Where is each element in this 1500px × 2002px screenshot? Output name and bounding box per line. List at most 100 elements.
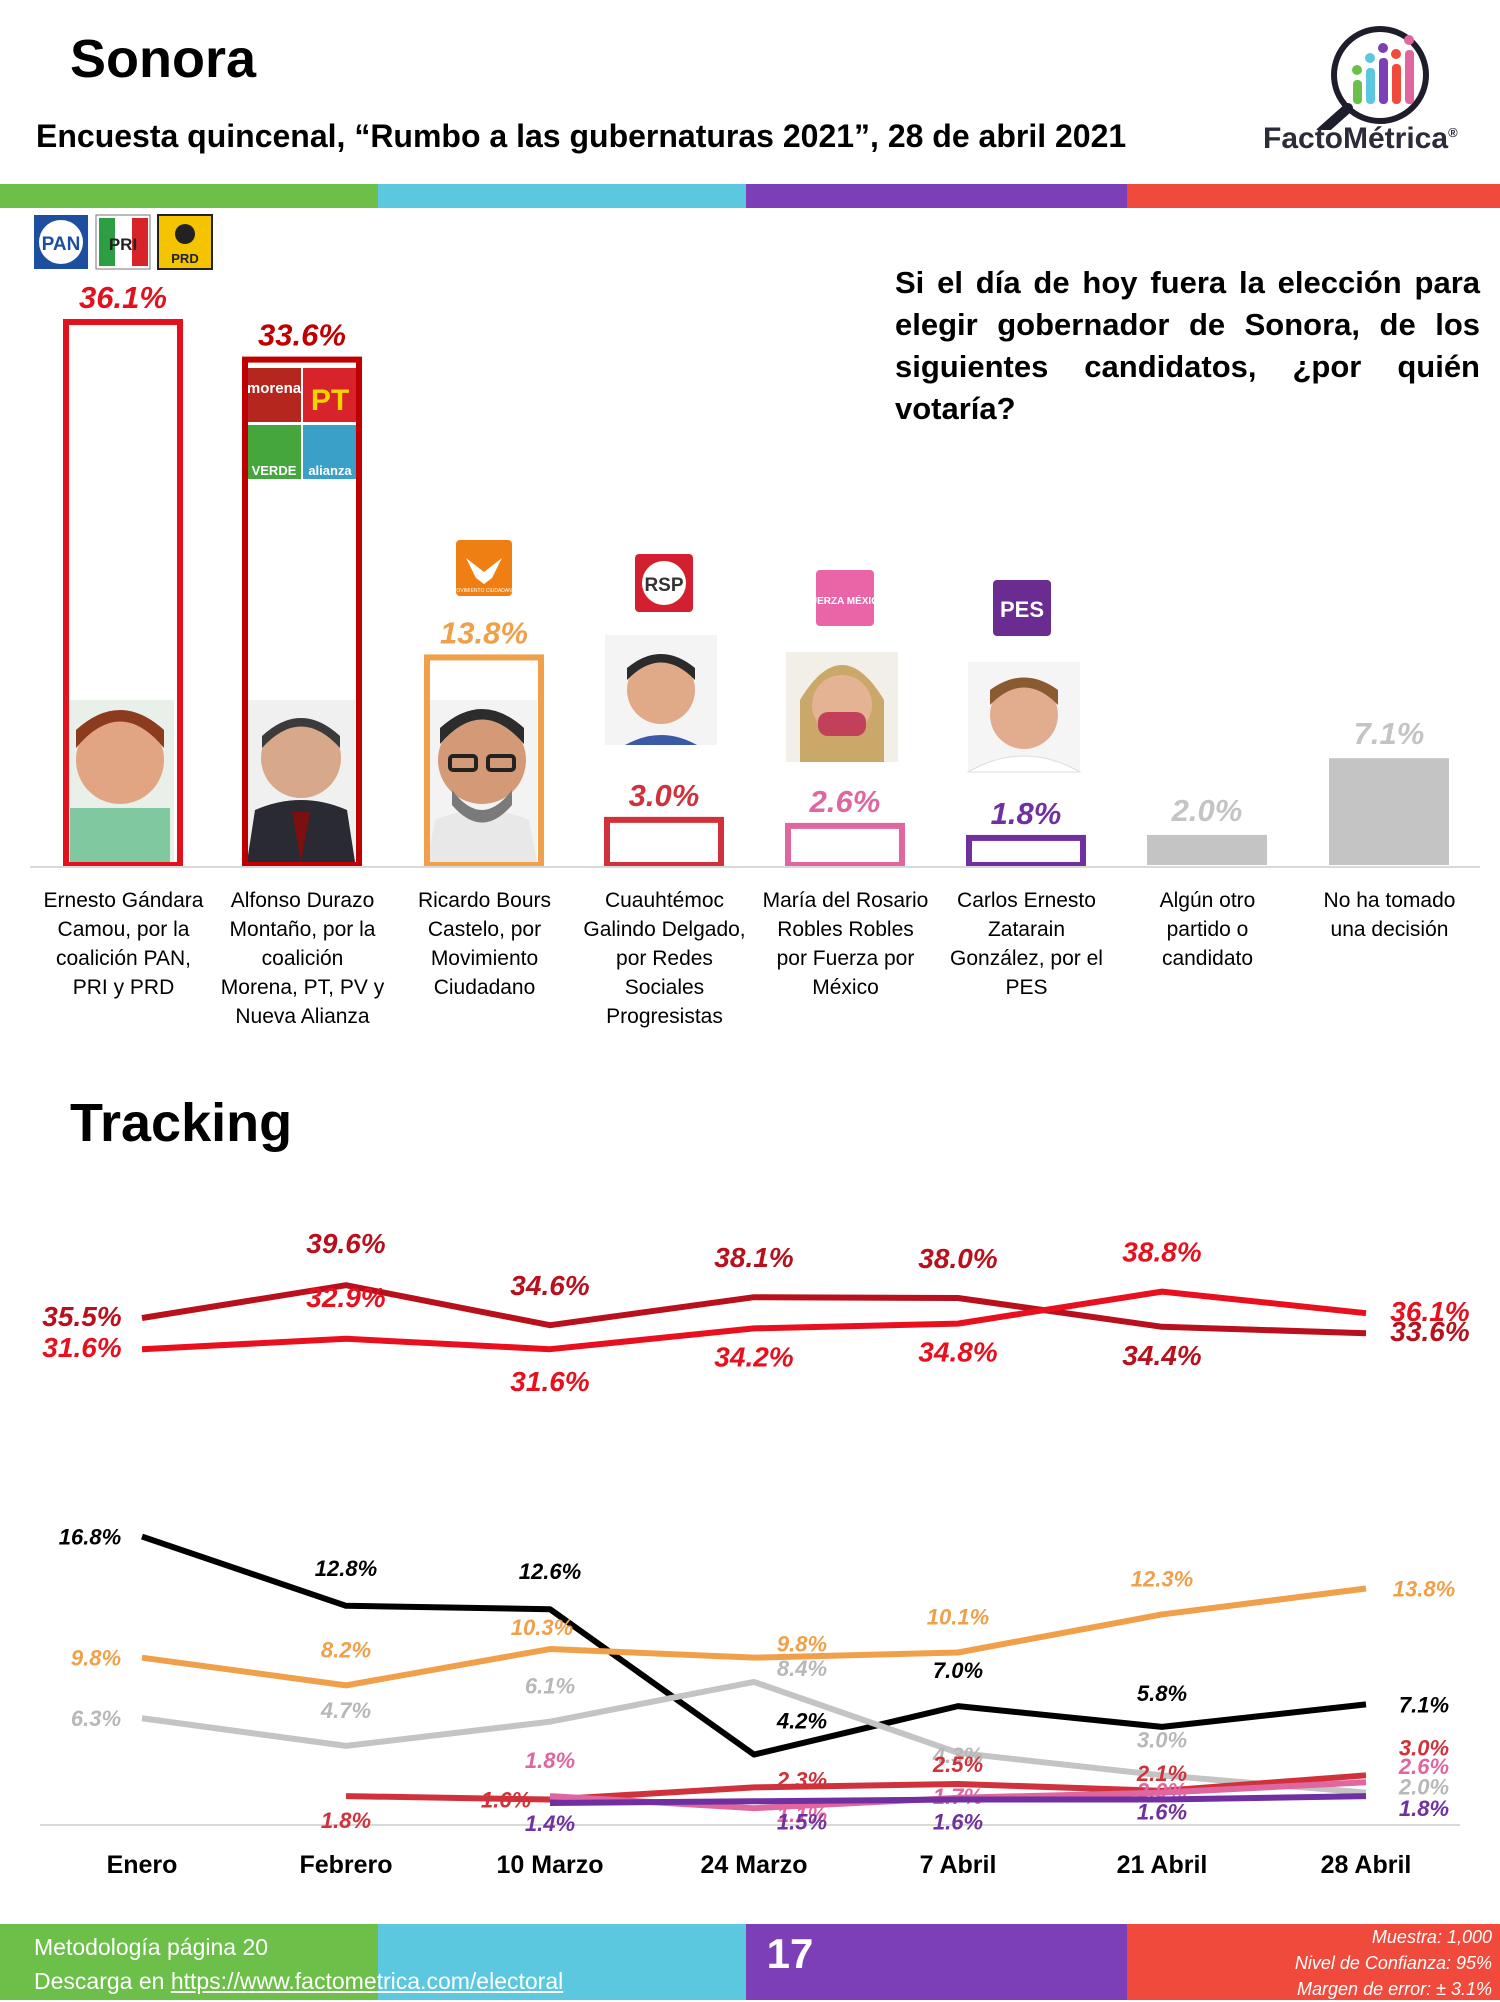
tracking-point-label: 4.3% (932, 1743, 983, 1768)
vote-intention-bar-chart: PAN PRI PRD (30, 214, 1480, 869)
alianza-logo-text: alianza (308, 463, 352, 478)
tracking-point-label: 2.1% (1136, 1761, 1187, 1786)
bar-value-label-5: 2.6% (809, 784, 881, 819)
candidate-label-line: partido o (1166, 918, 1249, 941)
candidate-label-line: María del Rosario (762, 889, 929, 912)
tracking-point-label: 8.2% (321, 1637, 371, 1662)
candidate-label-line: México (812, 976, 879, 999)
candidate-label-line: PES (1005, 976, 1048, 999)
tracking-point-label: 16.8% (59, 1525, 121, 1550)
tracking-point-label: 1.6% (933, 1810, 983, 1835)
tracking-series-8 (549, 1793, 1367, 1806)
candidate-label-8: No ha tomado una decisión (1302, 886, 1477, 944)
tracking-point-label: 3.0% (1399, 1735, 1449, 1760)
footer-purple (746, 1924, 1127, 2000)
candidate-label-line: Nueva Alianza (235, 1005, 370, 1028)
candidate-photo-galindo (605, 635, 717, 745)
tracking-point-label: 1.7% (933, 1784, 983, 1809)
survey-question: Si el día de hoy fuera la elección para … (895, 265, 1480, 426)
pt-logo-text: PT (311, 384, 349, 417)
candidate-label-line: por Redes (616, 947, 713, 970)
stripe-cyan (378, 184, 746, 208)
candidate-photo-gandara (66, 700, 174, 862)
tracking-point-label: 12.3% (1131, 1566, 1193, 1591)
tracking-point-label: 34.2% (714, 1341, 793, 1372)
tracking-x-label: 10 Marzo (497, 1851, 604, 1879)
rsp-logo: RSP (635, 554, 693, 612)
tracking-point-label: 8.4% (777, 1656, 827, 1681)
tracking-point-label: 1.1% (777, 1802, 827, 1827)
tracking-series-2 (141, 1288, 1367, 1353)
page-number: 17 (766, 1930, 814, 1977)
tracking-point-label: 1.4% (525, 1811, 575, 1836)
methodology-text: Metodología página 20 (34, 1934, 269, 1960)
candidate-label-line: por Fuerza por (776, 947, 915, 970)
tracking-title: Tracking (70, 1093, 293, 1153)
movimiento-ciudadano-logo-text: MOVIMIENTO CIUDADANO (452, 588, 516, 594)
bar-5 (785, 822, 905, 868)
bar-value-label-2: 33.6% (258, 318, 346, 353)
prd-logo-text: PRD (171, 251, 198, 266)
tracking-x-label: 21 Abril (1117, 1851, 1208, 1879)
stripe-red (1127, 184, 1500, 208)
candidate-label-line: Sociales (624, 976, 705, 999)
bar-value-label-3: 13.8% (440, 615, 528, 650)
tracking-series-3 (141, 1533, 1367, 1758)
tracking-x-label: Febrero (299, 1851, 392, 1879)
tracking-point-label: 10.1% (927, 1604, 989, 1629)
tracking-point-label: 36.1% (1390, 1296, 1469, 1327)
verde-logo-text: VERDE (252, 463, 297, 478)
sample-size: Muestra: 1,000 (1371, 1927, 1492, 1947)
candidate-label-line: Morena, PT, PV y (220, 976, 385, 999)
confidence-level: Nivel de Confianza: 95% (1294, 1953, 1492, 1973)
tracking-point-label: 4.7% (320, 1698, 371, 1723)
tracking-point-label: 1.6% (1137, 1800, 1187, 1825)
candidate-label-5: María del Rosario Robles Robles por Fuerza… (758, 886, 933, 1002)
candidate-label-line: No ha tomado (1323, 889, 1456, 912)
tracking-point-label: 32.9% (306, 1282, 385, 1313)
candidate-label-line: PRI y PRD (72, 976, 175, 999)
tracking-point-label: 38.1% (714, 1242, 793, 1273)
candidate-photo-bours (427, 700, 537, 862)
candidate-label-7: Algún otro partido o candidato (1120, 886, 1295, 973)
tracking-point-label: 3.0% (1137, 1727, 1187, 1752)
tracking-x-label: 7 Abril (920, 1851, 997, 1879)
tracking-point-label: 1.5% (777, 1809, 827, 1834)
candidate-label-4: Cuauhtémoc Galindo Delgado, por Redes Socia… (577, 886, 752, 1031)
pes-logo: PES (993, 580, 1051, 636)
prd-logo: PRD (157, 214, 213, 270)
candidate-label-3: Ricardo Bours Castelo, por Movimiento Ciuda… (397, 886, 572, 1002)
candidate-label-line: coalición (261, 947, 344, 970)
bar-value-label-4: 3.0% (629, 778, 700, 813)
download-link[interactable]: https://www.factometrica.com/electoral (170, 1968, 564, 1994)
footer-cyan (378, 1924, 746, 2000)
tracking-point-label: 4.2% (776, 1709, 827, 1734)
tracking-x-label: 24 Marzo (701, 1851, 808, 1879)
tracking-point-label: 2.6% (1398, 1754, 1449, 1779)
candidate-label-line: candidato (1161, 947, 1254, 970)
fuerza-mexico-logo: FUERZA MÉXICO (804, 570, 886, 626)
bar-value-label-7: 2.0% (1171, 793, 1243, 828)
factometrica-logo: FactoMétrica® (1255, 20, 1480, 160)
candidate-label-1: Ernesto Gándara Camou, por la coalición PA… (36, 886, 211, 1002)
tracking-point-label: 39.6% (306, 1228, 385, 1259)
tracking-point-label: 10.3% (511, 1615, 573, 1640)
candidate-label-line: Progresistas (606, 1005, 723, 1028)
candidate-label-line: Ricardo Bours (417, 889, 552, 912)
coalition-morena-pt-verde-alianza-logos: morena PT VERDE alianza (247, 368, 357, 479)
footer-methodology: Metodología página 20 Descarga en https:… (34, 1930, 563, 1998)
tracking-point-label: 9.8% (777, 1632, 827, 1657)
candidate-label-line: Ciudadano (433, 976, 536, 999)
margin-of-error: Margen de error: ± 3.1% (1297, 1979, 1492, 1999)
bar-value-label-8: 7.1% (1354, 716, 1425, 751)
bar-4 (604, 816, 724, 869)
tracking-point-label: 38.8% (1122, 1237, 1201, 1268)
candidate-label-line: Galindo Delgado, (583, 918, 746, 941)
tracking-point-label: 6.1% (525, 1674, 575, 1699)
tracking-point-label: 2.3% (776, 1767, 827, 1792)
tracking-point-label: 1.6% (481, 1788, 531, 1813)
tracking-series-4 (141, 1585, 1367, 1689)
tracking-point-label: 1.8% (321, 1808, 371, 1833)
tracking-point-label: 1.8% (525, 1748, 575, 1773)
tracking-x-label: Enero (107, 1851, 178, 1879)
